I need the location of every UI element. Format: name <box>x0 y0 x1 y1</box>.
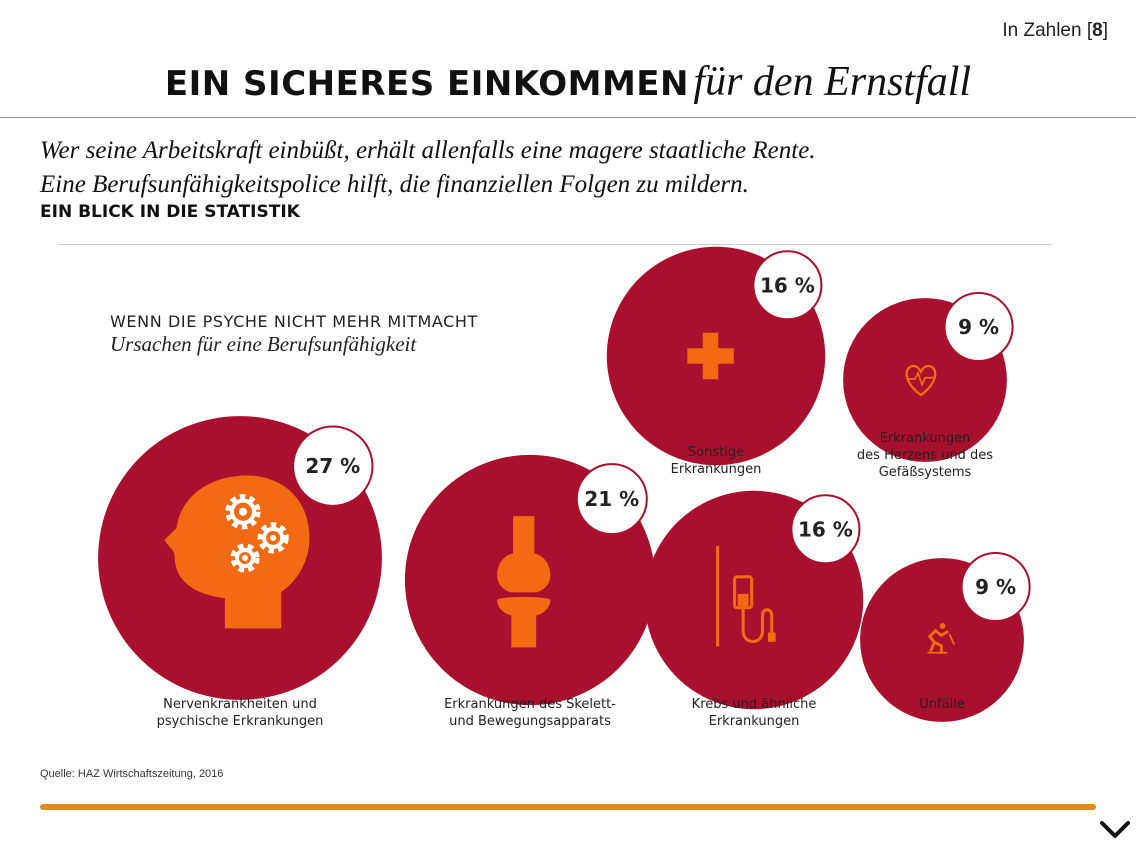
bubble-nerven: 27 % Nervenkrankheiten und psychische Erkr… <box>98 416 382 729</box>
section-label-text: In Zahlen <box>1002 20 1082 41</box>
intro-line-2: Eine Berufsunfähigkeitspolice hilft, die… <box>40 171 749 198</box>
category-label-unfaelle: Unfälle <box>919 697 965 712</box>
source-note: Quelle: HAZ Wirtschaftszeitung, 2016 <box>40 768 224 780</box>
chart-title: WENN DIE PSYCHE NICHT MEHR MITMACHT <box>110 312 478 331</box>
badge-unfaelle <box>960 552 1031 622</box>
heart-pulse-icon <box>905 364 937 397</box>
intro-text: Wer seine Arbeitskraft einbüßt, erhält a… <box>40 134 816 202</box>
category-label-nerven: Nervenkrankheiten und <box>163 697 317 712</box>
headline-italic: für den Ernstfall <box>693 59 972 105</box>
category-label-krebs: Krebs und ähnliche <box>692 697 817 712</box>
headline-caps: EIN SICHERES EINKOMMEN <box>164 64 689 104</box>
value-label-unfaelle: 9 % <box>975 575 1016 599</box>
section-number: 8 <box>1092 20 1103 41</box>
kicker: EIN BLICK IN DIE STATISTIK <box>40 202 300 222</box>
bubble-unfaelle: 9 % Unfälle <box>860 552 1031 722</box>
category-label-herz: Gefäßsystems <box>879 465 972 480</box>
divider-top <box>0 117 1136 118</box>
category-label-skelett: und Bewegungsapparats <box>449 714 611 729</box>
divider-middle <box>58 244 1052 245</box>
bubble-herz: 9 % Erkrankungen des Herzens und des Gefäßs… <box>843 292 1014 480</box>
bubble-krebs: 16 % Krebs und ähnliche Erkrankungen <box>644 490 864 729</box>
value-label-skelett: 21 % <box>584 487 639 511</box>
category-label-herz: Erkrankungen <box>880 431 971 446</box>
category-label-herz: des Herzens und des <box>857 448 993 463</box>
badge-herz <box>943 292 1014 362</box>
falling-person-icon <box>927 623 955 655</box>
bubble-sonstige: 16 % Sonstige Erkrankungen <box>606 246 826 477</box>
value-label-krebs: 16 % <box>798 517 853 541</box>
category-label-skelett: Erkrankungen des Skelett- <box>444 697 616 712</box>
bubble-skelett: 21 % Erkrankungen des Skelett-und Bewegun… <box>404 454 656 729</box>
intro-line-1: Wer seine Arbeitskraft einbüßt, erhält a… <box>40 137 816 164</box>
badge-skelett <box>575 463 648 536</box>
bone-joint-icon <box>497 516 551 648</box>
head-gears-icon <box>164 475 310 629</box>
accent-bar <box>40 804 1096 810</box>
category-label-nerven: psychische Erkrankungen <box>157 714 324 729</box>
page-title: EIN SICHERES EINKOMMEN für den Ernstfall <box>0 58 1136 106</box>
badge-nerven <box>292 425 374 507</box>
category-label-sonstige: Erkrankungen <box>671 462 762 477</box>
category-label-sonstige: Sonstige <box>688 445 744 460</box>
chart-subtitle: Ursachen für eine Berufsunfähigkeit <box>110 332 417 356</box>
badge-sonstige <box>752 250 823 321</box>
medical-cross-icon <box>687 332 734 380</box>
value-label-nerven: 27 % <box>305 454 360 478</box>
iv-drip-icon <box>716 545 776 647</box>
section-label: In Zahlen [8] <box>1002 20 1108 41</box>
chevron-down-icon[interactable] <box>1098 816 1132 842</box>
category-label-krebs: Erkrankungen <box>709 714 800 729</box>
badge-krebs <box>790 494 861 565</box>
value-label-herz: 9 % <box>958 315 999 339</box>
value-label-sonstige: 16 % <box>760 273 815 297</box>
